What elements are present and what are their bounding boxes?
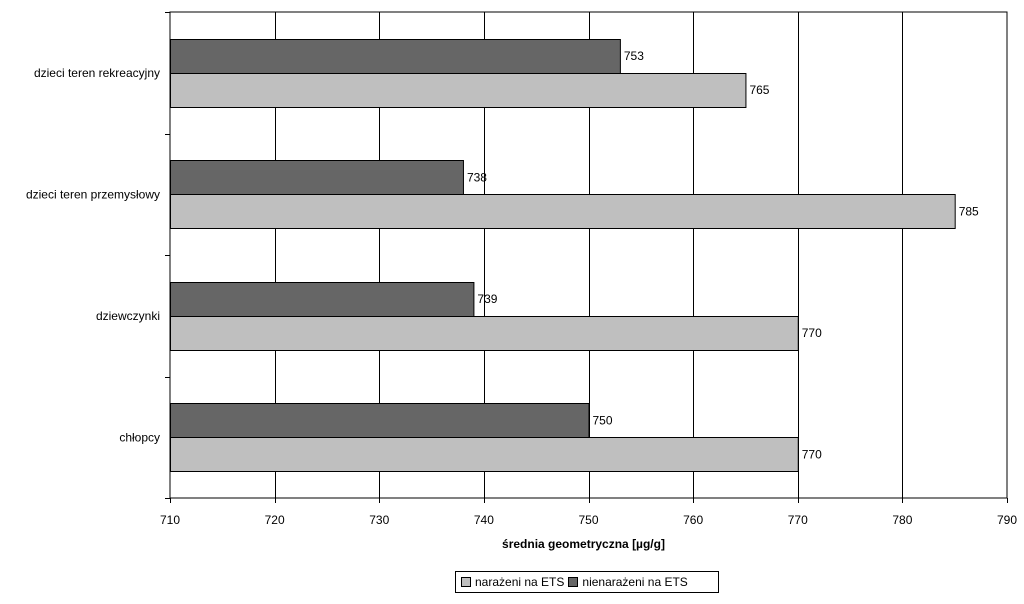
data-label: 750: [593, 413, 613, 427]
category-label: chłopcy: [119, 430, 160, 444]
bar-unexposed: [170, 403, 590, 438]
data-label: 739: [477, 292, 497, 306]
bar-unexposed: [170, 160, 464, 195]
x-tick-label: 750: [578, 513, 598, 527]
legend-item-unexposed: nienarażeni na ETS: [568, 575, 688, 589]
x-tick-label: 730: [369, 513, 389, 527]
x-tick-label: 720: [265, 513, 285, 527]
legend-swatch-unexposed: [568, 577, 579, 587]
data-label: 738: [467, 170, 487, 184]
labels: 710 720 730 740 750 760 770 780 790 dzieci teren …: [26, 49, 1017, 551]
x-tick-label: 740: [474, 513, 494, 527]
data-label: 753: [624, 49, 644, 63]
bar-exposed: [170, 73, 747, 108]
legend-item-exposed: narażeni na ETS: [461, 575, 564, 589]
data-label: 765: [749, 83, 769, 97]
category-label: dzieci teren rekreacyjny: [34, 66, 160, 80]
data-label: 785: [959, 204, 979, 218]
bar-exposed: [170, 316, 799, 351]
x-tick-label: 790: [997, 513, 1017, 527]
bar-unexposed: [170, 39, 621, 74]
legend-swatch-exposed: [461, 577, 471, 587]
legend-label-exposed: narażeni na ETS: [475, 575, 565, 589]
bar-exposed: [170, 437, 799, 472]
bar-exposed: [170, 194, 956, 229]
legend: narażeni na ETS nienarażeni na ETS: [455, 571, 719, 593]
x-tick-label: 780: [892, 513, 912, 527]
bars: [170, 39, 956, 472]
x-tick-label: 710: [160, 513, 180, 527]
x-tick-label: 760: [683, 513, 703, 527]
x-tick-label: 770: [788, 513, 808, 527]
axes: [165, 12, 1008, 503]
x-axis-title: średnia geometryczna [µg/g]: [502, 537, 665, 551]
data-label: 770: [802, 447, 822, 461]
bar-unexposed: [170, 282, 475, 317]
data-label: 770: [802, 326, 822, 340]
category-label: dzieci teren przemysłowy: [26, 187, 160, 201]
category-label: dziewczynki: [96, 309, 160, 323]
legend-label-unexposed: nienarażeni na ETS: [582, 575, 688, 589]
